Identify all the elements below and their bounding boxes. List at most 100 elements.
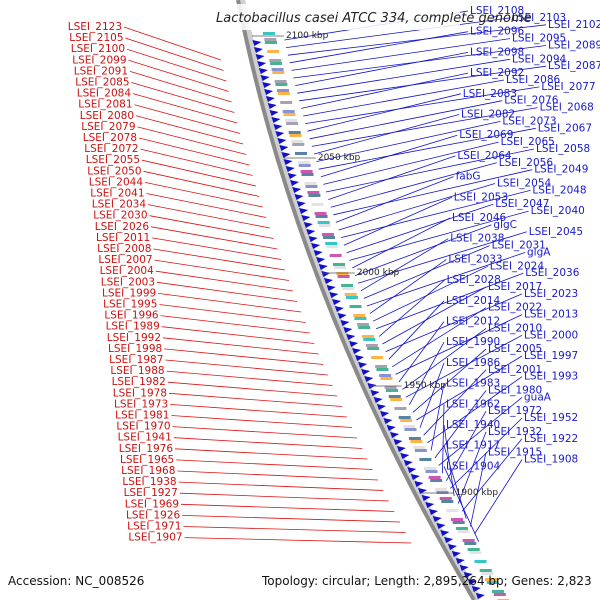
reverse-gene-arrow	[364, 376, 374, 382]
reverse-callout-line	[289, 31, 469, 64]
reverse-gene-arrow	[373, 397, 383, 403]
reverse-gene-label: LSEI_2014	[446, 295, 501, 307]
reverse-gene-arrow	[380, 411, 390, 417]
reverse-gene-label: LSEI_2076	[504, 95, 559, 107]
feature-band-segment	[428, 476, 441, 479]
reverse-gene-label: LSEI_2005	[488, 343, 542, 355]
reverse-callout-line	[301, 72, 469, 109]
forward-strand-callouts	[123, 26, 412, 544]
reverse-gene-label: LSEI_1940	[446, 419, 500, 431]
forward-gene-label: LSEI_1926	[126, 509, 181, 521]
reverse-gene-label: LSEI_1997	[524, 350, 578, 362]
feature-band-segment	[379, 374, 392, 377]
kbp-tick-label: 2100 kbp	[286, 31, 329, 41]
reverse-gene-label: LSEI_2092	[470, 67, 524, 79]
reverse-gene-label: LSEI_2045	[529, 226, 583, 238]
reverse-gene-label: LSEI_2098	[470, 46, 524, 58]
feature-band-segment	[452, 521, 465, 524]
feature-band-segment	[394, 407, 407, 410]
reverse-callout-line	[325, 148, 535, 193]
feature-band-segment	[423, 467, 436, 470]
forward-gene-label: LSEI_2008	[97, 243, 151, 255]
reverse-gene-label: LSEI_2012	[446, 316, 500, 328]
forward-callout-line	[165, 359, 328, 376]
reverse-callout-line	[442, 404, 445, 474]
feature-band-segment	[304, 182, 317, 185]
forward-gene-label: LSEI_1988	[110, 365, 164, 377]
feature-band-segment	[297, 161, 310, 164]
reverse-callout-line	[354, 224, 492, 276]
reverse-callout-line	[395, 314, 523, 375]
reverse-callout-line	[305, 86, 540, 124]
reverse-gene-arrow	[306, 229, 316, 235]
kbp-tick-label: 1950 kbp	[404, 381, 447, 391]
feature-band-segment	[349, 305, 362, 308]
forward-gene-label: LSEI_2003	[101, 276, 155, 288]
forward-gene-label: LSEI_2026	[95, 221, 150, 233]
feature-band-segment	[323, 236, 336, 239]
reverse-callout-line	[392, 307, 487, 368]
reverse-gene-label: LSEI_2053	[454, 191, 508, 203]
reverse-callout-line	[299, 65, 547, 102]
title-backdrop	[196, 4, 460, 30]
forward-callout-line	[177, 470, 378, 481]
reverse-gene-arrow	[252, 40, 262, 46]
reverse-gene-arrow	[463, 572, 473, 578]
reverse-gene-arrow	[303, 222, 313, 228]
forward-callout-line	[146, 193, 267, 218]
reverse-callout-line	[474, 459, 523, 535]
reverse-gene-label: LSEI_1908	[524, 454, 578, 466]
feature-band-segment	[457, 530, 470, 533]
reverse-gene-arrow	[264, 89, 274, 95]
forward-callout-line	[138, 137, 250, 166]
reverse-gene-label: LSEI_2024	[490, 260, 545, 272]
feature-band-segment	[262, 32, 275, 35]
reverse-callout-line	[412, 348, 487, 413]
feature-band-segment	[484, 578, 497, 581]
reverse-callout-line	[287, 24, 547, 56]
reverse-callout-line	[295, 52, 469, 86]
feature-band-segment	[341, 284, 354, 287]
reverse-gene-arrow	[400, 453, 410, 459]
reverse-callout-line	[320, 134, 458, 178]
feature-band-segment	[271, 68, 284, 71]
reverse-callout-line	[291, 38, 511, 71]
reverse-gene-label: LSEI_2028	[447, 274, 501, 286]
reverse-gene-label: LSEI_1983	[446, 378, 500, 390]
reverse-callout-line	[461, 438, 523, 512]
feature-band-segment	[292, 143, 305, 146]
feature-band-segment	[493, 593, 506, 596]
forward-labels: LSEI_2123LSEI_2105LSEI_2100LSEI_2099LSEI…	[68, 21, 183, 544]
feature-band-segment	[367, 347, 380, 350]
feature-band-segment	[354, 317, 367, 320]
feature-band-segment	[400, 419, 413, 422]
reverse-gene-label: LSEI_1986	[446, 357, 501, 369]
reverse-gene-arrow	[429, 509, 439, 515]
feature-band-segment	[315, 215, 328, 218]
reverse-gene-arrow	[418, 488, 428, 494]
reverse-gene-arrow	[334, 306, 344, 312]
feature-band-segment	[342, 287, 355, 290]
reverse-gene-label: glgA	[527, 247, 551, 259]
feature-band-segment	[307, 191, 320, 194]
forward-callout-line	[173, 437, 363, 449]
forward-callout-line	[155, 270, 294, 292]
feature-band-segment	[267, 50, 280, 53]
reverse-gene-arrow	[313, 250, 323, 256]
forward-callout-line	[162, 337, 319, 355]
reverse-gene-arrow	[316, 257, 326, 263]
forward-callout-line	[125, 37, 224, 71]
feature-band-segment	[376, 368, 389, 371]
feature-band-segment	[326, 245, 339, 248]
feature-band-segment	[285, 119, 298, 122]
reverse-gene-arrow	[444, 537, 454, 543]
reverse-gene-label: LSEI_2083	[463, 88, 517, 100]
forward-gene-label: LSEI_2055	[86, 154, 140, 166]
reverse-gene-label: LSEI_2038	[450, 233, 504, 245]
reverse-gene-arrow	[324, 278, 334, 284]
forward-gene-label: LSEI_1973	[114, 398, 168, 410]
reverse-gene-label: LSEI_1972	[488, 405, 542, 417]
feature-band-segment	[275, 83, 288, 86]
genome-title: Lactobacillus casei ATCC 334, complete g…	[216, 11, 532, 26]
reverse-gene-label: LSEI_2017	[488, 281, 542, 293]
